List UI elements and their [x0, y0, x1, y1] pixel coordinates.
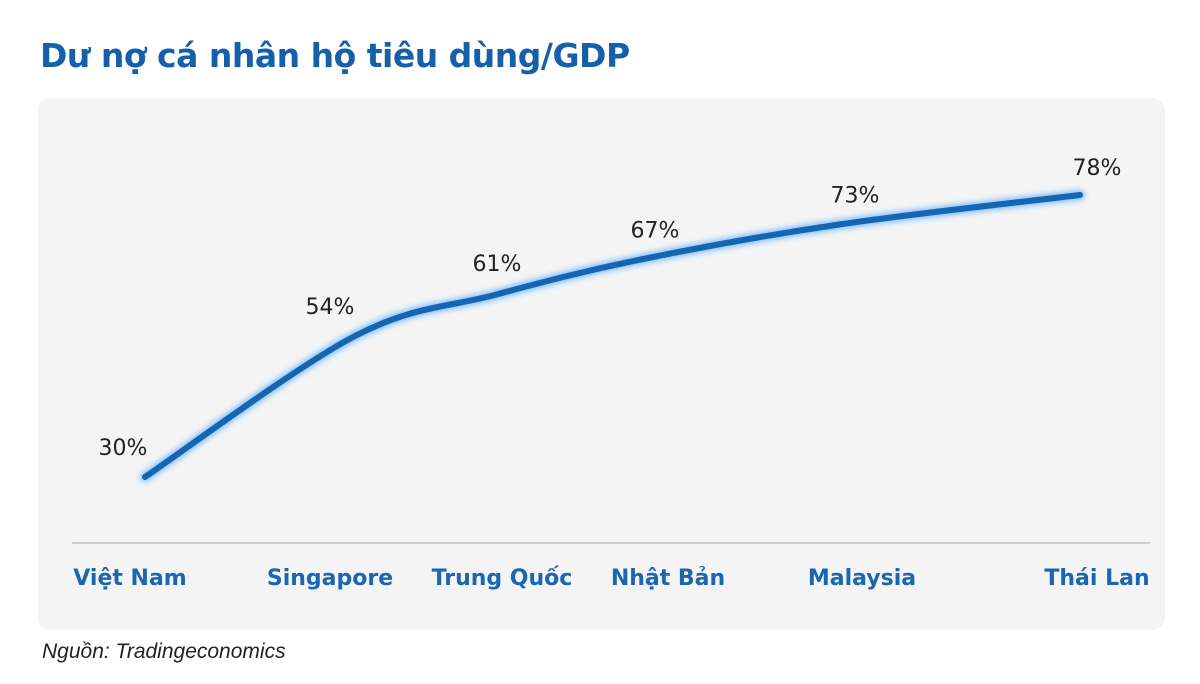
- chart-title: Dư nợ cá nhân hộ tiêu dùng/GDP: [40, 36, 630, 75]
- x-tick-label: Việt Nam: [73, 566, 186, 591]
- x-tick-label: Nhật Bản: [611, 566, 725, 591]
- x-tick-label: Singapore: [267, 566, 393, 591]
- series-line: [142, 192, 1083, 480]
- source-note: Nguồn: Tradingeconomics: [42, 640, 286, 663]
- x-tick-label: Thái Lan: [1044, 566, 1149, 591]
- data-label: 61%: [473, 252, 522, 277]
- x-tick-label: Malaysia: [808, 566, 916, 591]
- data-label: 73%: [831, 183, 880, 208]
- data-label: 67%: [631, 219, 680, 244]
- data-label: 30%: [99, 436, 148, 461]
- data-label: 78%: [1073, 156, 1122, 181]
- series-line-glow: [140, 190, 1085, 482]
- data-label: 54%: [306, 295, 355, 320]
- x-tick-label: Trung Quốc: [432, 566, 573, 591]
- chart-card: [38, 98, 1165, 630]
